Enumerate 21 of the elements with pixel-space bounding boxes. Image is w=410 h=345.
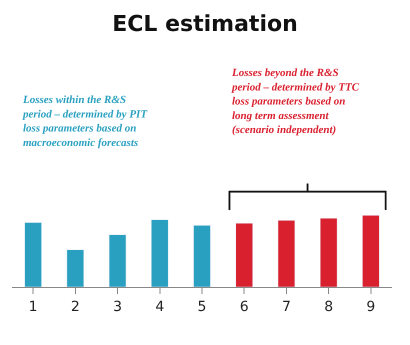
bar: [193, 225, 211, 287]
bar: [278, 220, 296, 287]
bar: [151, 219, 168, 287]
bar: [362, 215, 380, 287]
bar: [108, 234, 126, 287]
x-tick-label: 9: [366, 298, 376, 315]
x-tick-label: 6: [240, 298, 249, 315]
chart-title: ECL estimation: [112, 12, 298, 37]
bar: [24, 222, 42, 287]
x-tick-label: 4: [155, 298, 164, 315]
bar: [66, 250, 84, 287]
x-tick-label: 5: [198, 298, 206, 315]
x-tick-label: 3: [113, 298, 122, 315]
bar: [320, 218, 338, 287]
x-tick-label: 8: [324, 298, 334, 315]
x-tick-label: 2: [70, 298, 80, 315]
text: Losses beyond the R&S period – determined by TTC loss parameters based on long term assessment (scenario independent): [231, 67, 360, 136]
x-tick-label: 7: [282, 298, 291, 315]
bar: [236, 223, 253, 287]
x-tick-label: 1: [28, 298, 38, 315]
text: Losses within the R&S period – determined by PIT loss parameters based on macroeconomic forecasts: [22, 94, 148, 149]
